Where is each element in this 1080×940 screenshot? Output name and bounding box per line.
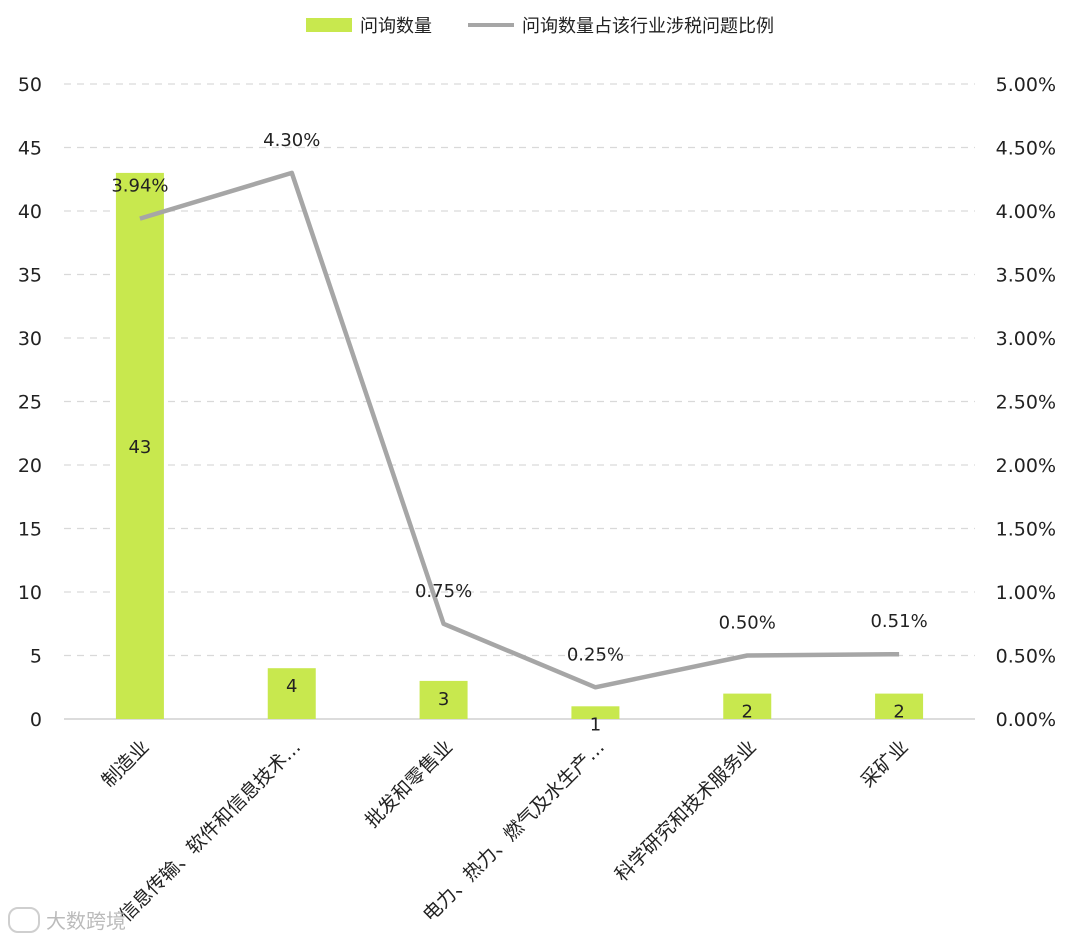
legend-item-line: 问询数量占该行业涉税问题比例 (468, 12, 774, 38)
legend-line-swatch (468, 23, 514, 27)
right-axis-tick-label: 2.00% (996, 455, 1056, 477)
line-data-label: 0.51% (870, 611, 927, 632)
bar (875, 693, 924, 719)
right-axis-tick-label: 0.00% (996, 709, 1056, 731)
left-axis-tick-label: 35 (18, 265, 42, 287)
bar-data-label: 1 (590, 714, 601, 735)
left-axis-tick-label: 5 (30, 646, 42, 668)
line-data-label: 0.25% (567, 644, 624, 665)
right-axis-tick-label: 3.00% (996, 328, 1056, 350)
bar-data-label: 3 (438, 689, 449, 710)
bar-data-label: 43 (128, 437, 151, 458)
right-axis-tick-label: 1.50% (996, 519, 1056, 541)
right-axis-tick-label: 5.00% (996, 74, 1056, 96)
bar-data-label: 2 (893, 702, 904, 723)
bar (723, 693, 772, 719)
bar (419, 680, 468, 719)
right-axis-tick-label: 1.00% (996, 582, 1056, 604)
watermark: 大数跨境 (8, 905, 126, 934)
line-series-path (139, 170, 900, 690)
right-axis-tick-label: 4.50% (996, 138, 1056, 160)
left-axis-tick-label: 50 (18, 74, 42, 96)
right-axis-tick-label: 4.00% (996, 201, 1056, 223)
bar (571, 706, 620, 719)
legend-bar-label: 问询数量 (360, 16, 432, 37)
category-label: 信息传输、软件和信息技术… (115, 736, 305, 926)
legend-bar-swatch (306, 18, 352, 32)
line-data-label: 4.30% (263, 130, 320, 151)
watermark-logo-icon (8, 906, 40, 933)
category-label: 采矿业 (857, 736, 913, 792)
left-axis-tick-label: 40 (18, 201, 42, 223)
line-data-label: 0.50% (719, 613, 776, 634)
left-axis-tick-label: 15 (18, 519, 42, 541)
right-axis-tick-label: 0.50% (996, 646, 1056, 668)
bar (115, 172, 164, 719)
category-label: 批发和零售业 (361, 736, 457, 832)
bar (267, 668, 316, 719)
bar-data-label: 2 (742, 702, 753, 723)
left-axis-tick-label: 25 (18, 392, 42, 414)
legend-item-bar: 问询数量 (306, 12, 432, 38)
category-label: 科学研究和技术服务业 (611, 736, 761, 886)
left-axis-tick-label: 45 (18, 138, 42, 160)
right-axis-tick-label: 2.50% (996, 392, 1056, 414)
bar-data-label: 4 (286, 676, 297, 697)
left-axis-tick-label: 30 (18, 328, 42, 350)
right-axis-tick-label: 3.50% (996, 265, 1056, 287)
left-axis-tick-label: 20 (18, 455, 42, 477)
line-data-label: 3.94% (111, 176, 168, 197)
category-label: 制造业 (98, 736, 154, 792)
left-axis-tick-label: 10 (18, 582, 42, 604)
left-axis-tick-label: 0 (30, 709, 42, 731)
legend-line-label: 问询数量占该行业涉税问题比例 (522, 16, 774, 37)
chart-legend: 问询数量 问询数量占该行业涉税问题比例 (0, 12, 1080, 38)
watermark-text: 大数跨境 (46, 909, 126, 933)
category-label: 电力、热力、燃气及水生产… (419, 736, 609, 926)
line-data-label: 0.75% (415, 581, 472, 602)
